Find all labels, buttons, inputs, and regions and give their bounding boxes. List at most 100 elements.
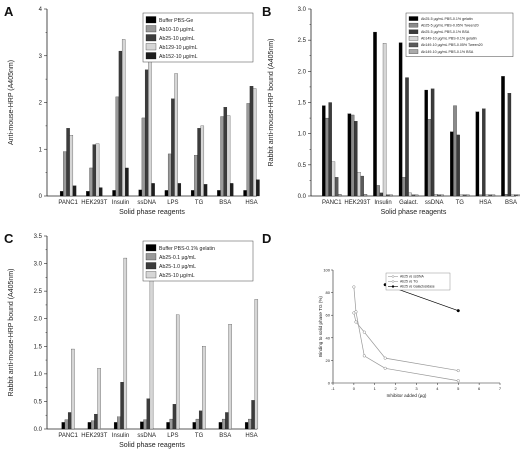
panel-d-letter: D [262, 231, 271, 246]
panel-b-bar [456, 134, 460, 197]
panel-c-bar [71, 348, 75, 430]
panel-b-bar [379, 192, 384, 197]
panel-d-ytick-label: 40 [326, 335, 331, 340]
panel-b-ylabel: Rabbit anti-mouse-HRP bound (A405nm) [268, 39, 275, 167]
panel-d-legend-label: Ab25 vs Galactosidase [400, 285, 435, 289]
panel-a-bar [229, 183, 234, 197]
panel-c-bar [192, 422, 197, 430]
panel-b-bar [347, 113, 352, 197]
panel-d-legend-box [385, 272, 451, 291]
panel-c-bar [175, 314, 180, 430]
panel-a-ytick-label: 2 [39, 101, 43, 107]
panel-c-ytick-label: 1.0 [34, 372, 43, 378]
panel-a-legend-box [142, 12, 254, 63]
panel-a-bar [151, 183, 155, 197]
panel-c-legend-box [142, 240, 254, 282]
panel-a-bar [86, 191, 90, 197]
panel-a-ylabel: Anti-mouse-HRP (A405nm) [8, 60, 15, 145]
panel-b-bar [411, 194, 416, 197]
panel-d-ytick-label: 60 [326, 313, 331, 318]
panel-a-bar [148, 55, 152, 197]
panel-c-bar [117, 416, 121, 430]
panel-c-ylabel: Rabbit anti-mouse-HRP bound (A405nm) [8, 269, 15, 397]
panel-a-bar [197, 128, 201, 197]
panel-a-xtick-label: ssDNA [137, 200, 156, 206]
panel-d-ytick-label: 0 [328, 381, 331, 386]
panel-d-ytick-label: 20 [326, 358, 331, 363]
panel-b-bar [408, 192, 412, 197]
panel-a-xtick-label: Insulin [112, 200, 129, 206]
panel-c-bar [195, 418, 200, 430]
panel-d-legend-label: Ab25 vs TG [400, 280, 418, 284]
panel-b-bar [462, 194, 467, 197]
panel-d-point [383, 366, 387, 370]
panel-d-ytick-label: 80 [326, 290, 331, 295]
panel-c-bar [248, 418, 252, 430]
panel-d-ylabel: Binding to solid phase TG (%) [318, 296, 323, 357]
panel-c-letter: C [4, 231, 14, 246]
panel-a-ytick-label: 0 [39, 194, 43, 200]
panel-b-bar [334, 177, 339, 197]
panel-d-point [456, 369, 460, 373]
panel-b-bar [488, 194, 492, 197]
panel-b-bar [430, 88, 435, 197]
panel-a-bar [246, 103, 251, 197]
panel-b-ytick-label: 3.0 [298, 7, 307, 13]
panel-a-legend-label: Buffer PBS-Ge [159, 18, 193, 24]
panel-b-bar [466, 194, 470, 197]
panel-b-legend-label: Ab149-10 µg/mL PBS-0.1% BSA [421, 50, 474, 54]
panel-b-bar [501, 76, 505, 197]
panel-c-xtick-label: TG [195, 433, 204, 439]
panel-b-xlabel: Solid phase reagents [381, 209, 447, 216]
panel-b-xtick-label: PANC1 [322, 200, 342, 206]
panel-c-xlabel: Solid phase reagents [119, 442, 185, 449]
panel-d-xtick-label: 6 [478, 386, 481, 391]
panel-a-bar [252, 88, 257, 197]
panel-d-xtick-label: 3 [415, 386, 418, 391]
panel-b-bar [482, 108, 486, 197]
panel-c-bar [254, 299, 259, 430]
panel-a-ytick-label: 3 [39, 54, 43, 60]
panel-c-bar [202, 346, 206, 430]
panel-c-ytick-label: 2.5 [34, 289, 43, 295]
panel-c-legend-label: Ab25-10 µg/mL [159, 273, 195, 279]
panel-a-bar [118, 50, 123, 197]
panel-a-legend-swatch [145, 34, 157, 42]
panel-a-bar [92, 144, 97, 197]
panel-b-bar [478, 194, 483, 197]
panel-b-xtick-label: BSA [505, 200, 517, 206]
panel-a-bar [223, 107, 228, 197]
panel-c-bar [228, 324, 232, 430]
panel-b-legend-label: Ab149-10 µg/mL PBS-0.1% gelatin [421, 37, 477, 41]
panel-c-bar [221, 418, 226, 430]
panel-c-ytick-label: 3.0 [34, 262, 43, 268]
panel-b-legend-swatch [408, 42, 419, 48]
panel-d-legend-marker [391, 275, 395, 278]
panel-b-bar [453, 105, 457, 197]
panel-b-letter: B [262, 4, 271, 19]
panel-d-xtick-label: 2 [395, 386, 398, 391]
panel-d-xtick-label: -1 [331, 386, 335, 391]
panel-a-bar [125, 167, 129, 197]
panel-b-xtick-label: TG [456, 200, 465, 206]
panel-a-bar [177, 183, 182, 197]
panel-c-legend-label: Buffer PBS-0.1% gelatin [159, 246, 215, 252]
panel-c-bar [146, 398, 151, 430]
panel-b-xtick-label: HEK293T [344, 200, 370, 206]
panel-c-ytick-label: 0.0 [34, 427, 43, 433]
panel-d-xtick-label: 4 [436, 386, 439, 391]
panel-a-xtick-label: TG [195, 200, 204, 206]
panel-a-bar [256, 179, 260, 197]
panel-a-bar [59, 191, 64, 197]
panel-b-bar [360, 175, 364, 197]
panel-b-legend-label: Ab25-5 µg/mL PBS-0.1% BSA [421, 30, 470, 34]
panel-c-bar [140, 421, 144, 430]
panel-b-bar [322, 105, 326, 197]
panel-b-bar [510, 194, 515, 197]
panel-b-legend-label: Ab149-10 µg/mL PBS-0.05% Tween20 [421, 43, 483, 47]
panel-b-bar [424, 89, 428, 197]
panel-a-bar [203, 184, 208, 197]
panel-a-bar [167, 153, 172, 197]
panel-b-ytick-label: 0.5 [298, 163, 307, 169]
panel-a-bar [174, 73, 178, 197]
